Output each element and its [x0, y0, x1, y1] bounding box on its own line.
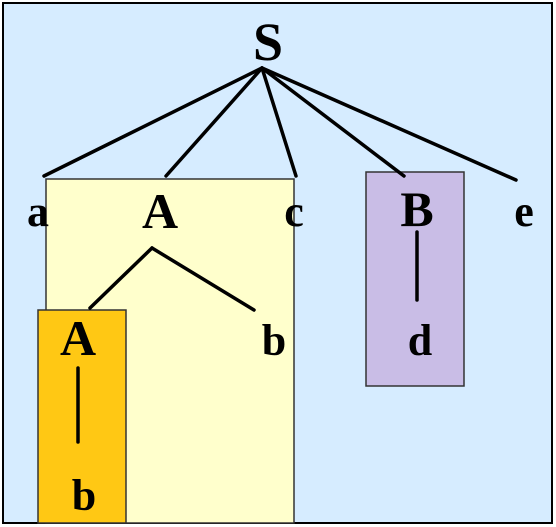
edge-S-e [260, 66, 518, 182]
node-d: d [408, 316, 432, 365]
node-A: A [142, 183, 178, 239]
subtree-box-B [365, 171, 465, 387]
edge-S-a [42, 66, 264, 178]
node-S: S [253, 12, 283, 72]
edge-S-B [260, 66, 406, 178]
node-b-under-inner-A: b [72, 471, 96, 520]
node-c: c [284, 187, 304, 236]
node-A-inner: A [60, 310, 96, 366]
edge-S-c [260, 66, 298, 178]
node-a: a [27, 187, 49, 236]
subtree-box-inner-A [37, 309, 127, 524]
node-b-under-A: b [262, 316, 286, 365]
edge-S-A [164, 66, 264, 178]
edge-A-b [150, 246, 256, 312]
node-B: B [400, 181, 433, 237]
edge-A-A [88, 246, 154, 310]
node-e: e [514, 187, 534, 236]
